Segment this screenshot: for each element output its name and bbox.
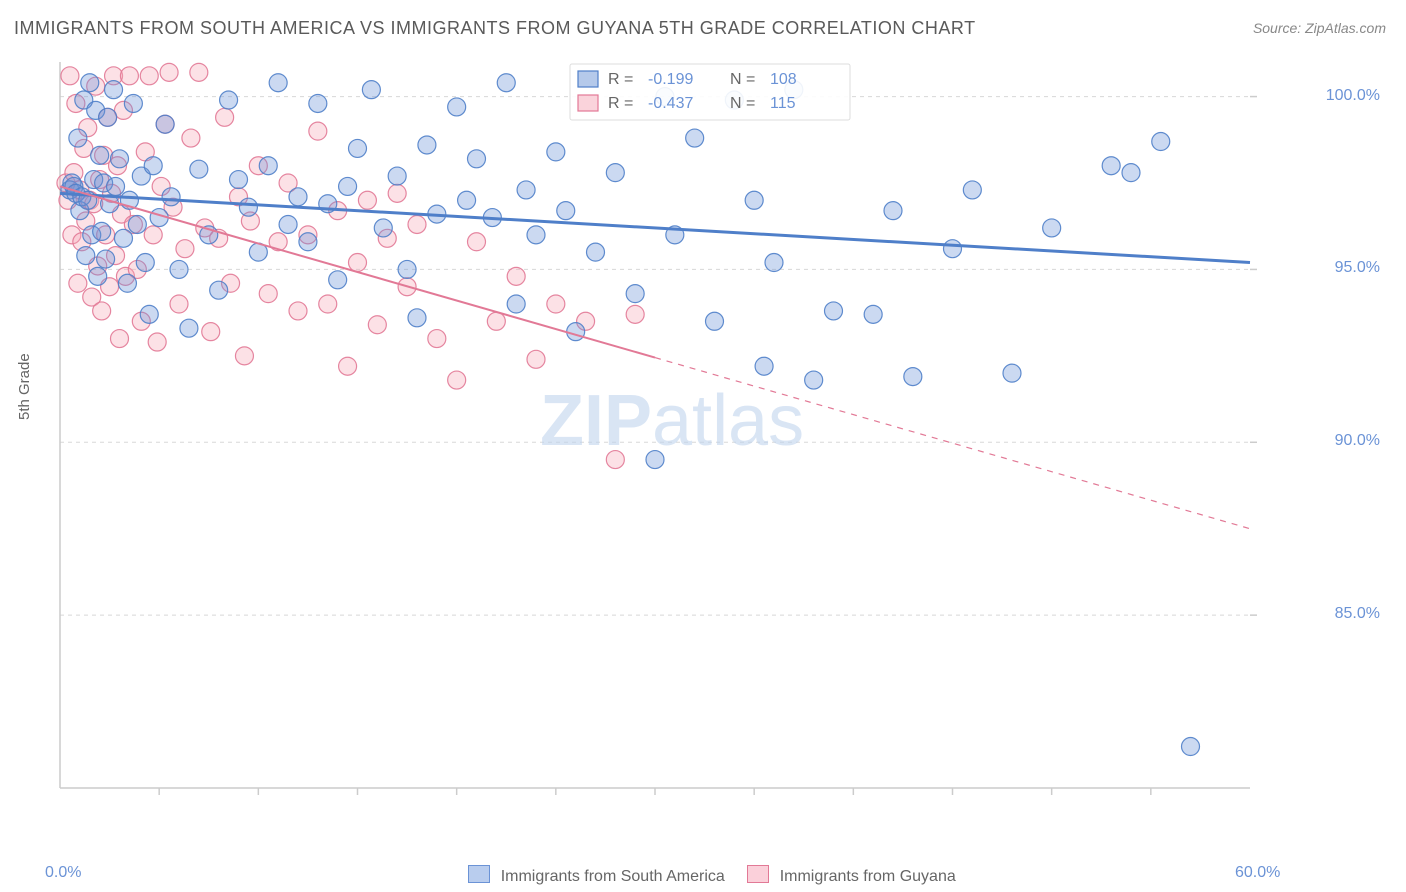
svg-text:N =: N = <box>730 95 755 112</box>
legend-label-guyana: Immigrants from Guyana <box>780 868 956 885</box>
y-tick-label: 100.0% <box>1326 87 1380 105</box>
svg-text:115: 115 <box>770 95 796 112</box>
legend-swatch-sa <box>468 865 490 883</box>
scatter-chart: R = -0.199 N = 108 R = -0.437 N = 115 <box>50 54 1330 824</box>
y-axis-label: 5th Grade <box>16 353 33 420</box>
chart-title: IMMIGRANTS FROM SOUTH AMERICA VS IMMIGRA… <box>14 18 976 39</box>
legend-swatch-guyana <box>747 865 769 883</box>
svg-text:R =: R = <box>608 71 633 88</box>
svg-text:N =: N = <box>730 71 755 88</box>
bottom-legend: Immigrants from South America Immigrants… <box>0 865 1406 886</box>
svg-text:-0.437: -0.437 <box>648 95 693 112</box>
legend-label-sa: Immigrants from South America <box>501 868 725 885</box>
svg-text:R =: R = <box>608 95 633 112</box>
svg-text:108: 108 <box>770 71 797 88</box>
chart-area: R = -0.199 N = 108 R = -0.437 N = 115 <box>50 54 1330 824</box>
y-tick-label: 85.0% <box>1335 605 1380 623</box>
y-tick-label: 95.0% <box>1335 259 1380 277</box>
y-tick-label: 90.0% <box>1335 432 1380 450</box>
source-attribution: Source: ZipAtlas.com <box>1253 20 1386 36</box>
svg-text:-0.199: -0.199 <box>648 71 693 88</box>
